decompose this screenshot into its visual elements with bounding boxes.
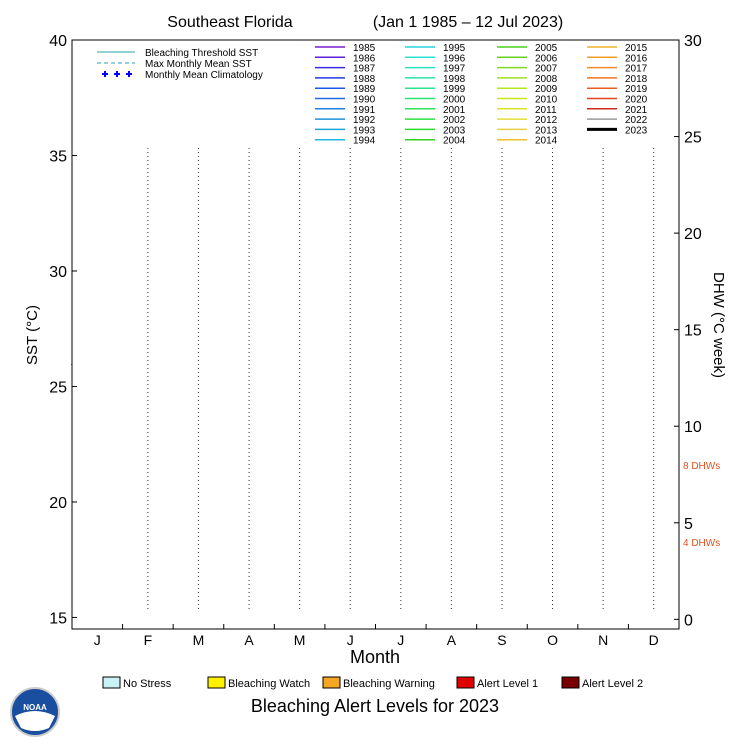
x-tick-label: O [547, 632, 558, 648]
x-tick-label: M [294, 632, 306, 648]
legend-year-label: 1993 [353, 125, 376, 136]
legend-year-label: 2004 [443, 136, 466, 147]
noaa-logo-text: NOAA [23, 703, 47, 712]
legend-year-label: 1990 [353, 95, 376, 106]
y2-axis-label: DHW (°C week) [710, 272, 727, 378]
y2-tick-label: 5 [684, 516, 693, 533]
legend-year-label: 2001 [443, 105, 466, 116]
alert-legend-swatch [102, 676, 121, 689]
alert-legend-label: Bleaching Watch [228, 678, 310, 690]
x-tick-label: S [497, 632, 506, 648]
x-tick-label: F [144, 632, 153, 648]
y2-tick-label: 20 [684, 226, 702, 243]
dhw-threshold-label: 4 DHWs [683, 538, 720, 549]
legend-year-label: 1986 [353, 53, 376, 64]
chart-text: 8 DHWs 4 DHWs Southeast Florida (Jan 1 1985… [24, 14, 727, 716]
legend-year-label: 2014 [535, 136, 558, 147]
noaa-logo-wave [15, 711, 55, 731]
legend-year-label: 2017 [625, 64, 648, 75]
legend-year-label: 1997 [443, 64, 466, 75]
legend-year-label: 1994 [353, 136, 376, 147]
alert-legend-label: Bleaching Warning [343, 678, 435, 690]
footer-title: Bleaching Alert Levels for 2023 [251, 696, 499, 716]
legend-year-label: 1987 [353, 64, 376, 75]
alert-legend-label: No Stress [123, 678, 172, 690]
legend-year-label: 1992 [353, 115, 376, 126]
alert-legend-label: Alert Level 1 [477, 678, 538, 690]
legend-year-label: 1991 [353, 105, 376, 116]
dhw-threshold-label: 8 DHWs [683, 461, 720, 472]
legend-year-label: 1995 [443, 43, 466, 54]
y-tick-label: 30 [49, 264, 67, 281]
x-axis-label: Month [350, 647, 400, 667]
legend-year-label: 2022 [625, 115, 648, 126]
legend-year-label: 1989 [353, 84, 376, 95]
x-tick-label: A [447, 632, 457, 648]
legend-year-label: 2013 [535, 125, 558, 136]
x-tick-label: D [649, 632, 659, 648]
legend-year-label: 2006 [535, 53, 558, 64]
legend-year-label: 2009 [535, 84, 558, 95]
x-tick-label: J [347, 632, 354, 648]
legend-year-label: 2003 [443, 125, 466, 136]
legend-year-label: 2010 [535, 95, 558, 106]
legend-year-label: 2015 [625, 43, 648, 54]
x-tick-label: M [193, 632, 205, 648]
chart-subtitle: (Jan 1 1985 – 12 Jul 2023) [373, 14, 563, 31]
legend-year-label: 2000 [443, 95, 466, 106]
plot-area [72, 40, 679, 629]
y-tick-label: 20 [49, 495, 67, 512]
x-tick-label: A [244, 632, 254, 648]
y2-tick-label: 25 [684, 130, 702, 147]
legend-year-label: 2021 [625, 105, 648, 116]
y2-tick-label: 15 [684, 323, 702, 340]
alert-legend-swatch [207, 676, 226, 689]
legend-year-label: 1998 [443, 74, 466, 85]
alert-legend-swatch [322, 676, 341, 689]
noaa-logo: NOAA [10, 687, 60, 737]
alert-legend-swatch [561, 676, 580, 689]
y-tick-label: 35 [49, 148, 67, 165]
legend-year-label: 2016 [625, 53, 648, 64]
x-tick-label: J [397, 632, 404, 648]
chart-title: Southeast Florida [167, 14, 293, 31]
legend-label: Monthly Mean Climatology [145, 70, 263, 81]
y2-tick-label: 10 [684, 419, 702, 436]
legend-year-label: 1988 [353, 74, 376, 85]
alert-legend-label: Alert Level 2 [582, 678, 643, 690]
x-tick-label: N [598, 632, 608, 648]
x-tick-label: J [94, 632, 101, 648]
legend-year-label: 2012 [535, 115, 558, 126]
legend-label: Bleaching Threshold SST [145, 48, 258, 59]
legend-year-label: 2008 [535, 74, 558, 85]
legend-year-label: 2007 [535, 64, 558, 75]
legend-year-label: 2018 [625, 74, 648, 85]
y2-tick-label: 30 [684, 33, 702, 50]
y-tick-label: 15 [49, 610, 67, 627]
y-tick-label: 40 [49, 33, 67, 50]
legend-year-label: 2023 [625, 125, 648, 136]
chart-axes: 15 20 25 30 35 40 0 5 10 15 20 25 30 J F M A M J J A S O N D [49, 33, 702, 648]
y-axis-label: SST (°C) [24, 305, 41, 365]
legend-year-label: 1985 [353, 43, 376, 54]
alert-legend-swatch [456, 676, 475, 689]
legend-year-label: 2002 [443, 115, 466, 126]
legend-label: Max Monthly Mean SST [145, 59, 252, 70]
legend-year-label: 2005 [535, 43, 558, 54]
legend-year-label: 2011 [535, 105, 557, 116]
legend-year-label: 1996 [443, 53, 466, 64]
y-tick-label: 25 [49, 379, 67, 396]
legend-year-label: 1999 [443, 84, 466, 95]
y2-tick-label: 0 [684, 612, 693, 629]
legend-year-label: 2019 [625, 84, 648, 95]
legend-year-label: 2020 [625, 95, 648, 106]
